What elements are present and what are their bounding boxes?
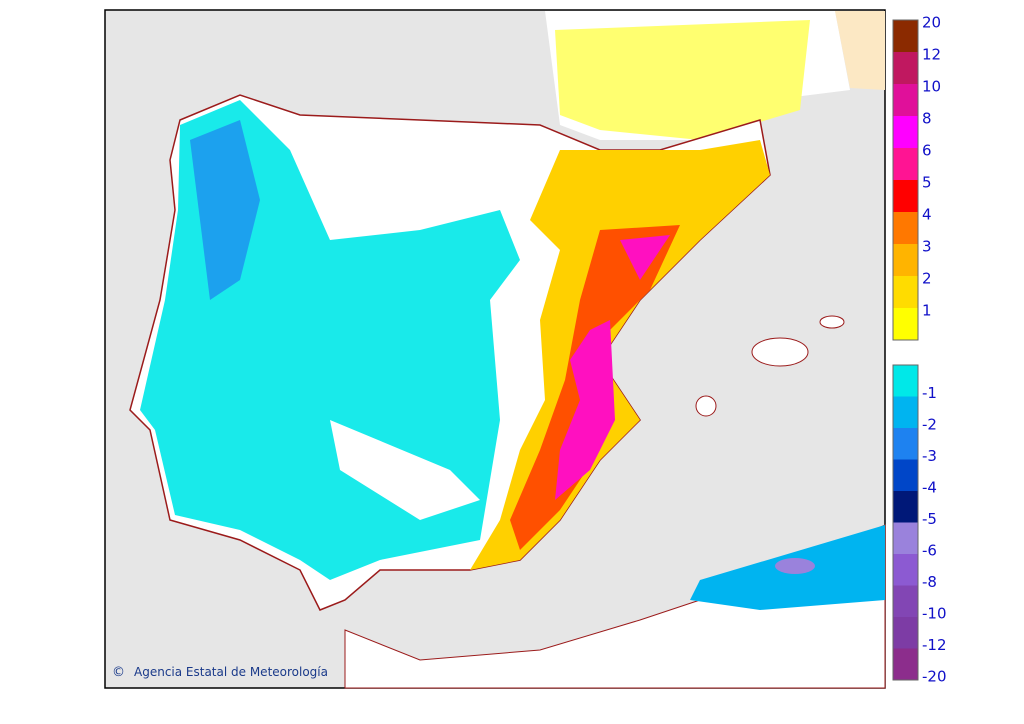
legend-label: -6	[922, 542, 937, 560]
legend-label: 4	[922, 206, 932, 224]
hottest-area	[555, 235, 670, 500]
land-corner	[835, 11, 885, 90]
legend-border	[892, 19, 919, 341]
menorca	[819, 315, 845, 329]
legend-swatch	[893, 84, 918, 116]
credit: Agencia Estatal de Meteorología	[134, 665, 328, 679]
ibiza	[695, 395, 717, 417]
legend-label: 5	[922, 174, 932, 192]
legend-label: -8	[922, 573, 937, 591]
france-warm	[555, 20, 810, 140]
legend-swatch	[893, 52, 918, 84]
legend-label: 1	[922, 302, 932, 320]
legend-label: -10	[922, 605, 947, 623]
hot-area	[510, 225, 680, 550]
legend-label: 2	[922, 270, 932, 288]
legend-label: -5	[922, 510, 937, 528]
neutral-area	[300, 150, 480, 520]
legend-label: -12	[922, 636, 947, 654]
legend-swatch	[893, 20, 918, 52]
legend-swatch	[893, 491, 918, 523]
legend-label: -2	[922, 416, 937, 434]
legend-label: 3	[922, 238, 932, 256]
legend-swatch	[893, 522, 918, 554]
cold-core	[190, 120, 260, 300]
legend-label: -3	[922, 447, 937, 465]
legend-border	[892, 364, 919, 681]
legend-label: 8	[922, 110, 932, 128]
legend-swatch	[893, 148, 918, 180]
legend-label: -1	[922, 384, 937, 402]
mallorca	[751, 337, 809, 367]
legend-swatch	[893, 617, 918, 649]
legend-label: -4	[922, 479, 937, 497]
legend: 20 12 10 8 6 5 4 3 2 1 -1 -2 -3 -4 -5 -6 -8 -10 -12 -20	[892, 14, 947, 686]
legend-swatch	[893, 396, 918, 428]
credit-symbol: ©	[112, 665, 125, 680]
legend-swatch	[893, 365, 918, 397]
map: © Agencia Estatal de Meteorología	[104, 9, 886, 689]
legend-swatch	[893, 244, 918, 276]
legend-label: 10	[922, 78, 941, 96]
legend-label: 6	[922, 142, 932, 160]
legend-swatch	[893, 276, 918, 308]
legend-swatch	[893, 428, 918, 460]
legend-label: 12	[922, 46, 941, 64]
legend-swatch	[893, 585, 918, 617]
legend-swatch	[893, 212, 918, 244]
legend-label: 20	[922, 14, 941, 32]
legend-label: -20	[922, 668, 947, 686]
legend-swatch	[893, 116, 918, 148]
africa-cold-core	[775, 558, 815, 574]
legend-swatch	[893, 180, 918, 212]
legend-swatch	[893, 459, 918, 491]
legend-swatch	[893, 648, 918, 680]
legend-swatch	[893, 554, 918, 586]
legend-swatch	[893, 308, 918, 340]
